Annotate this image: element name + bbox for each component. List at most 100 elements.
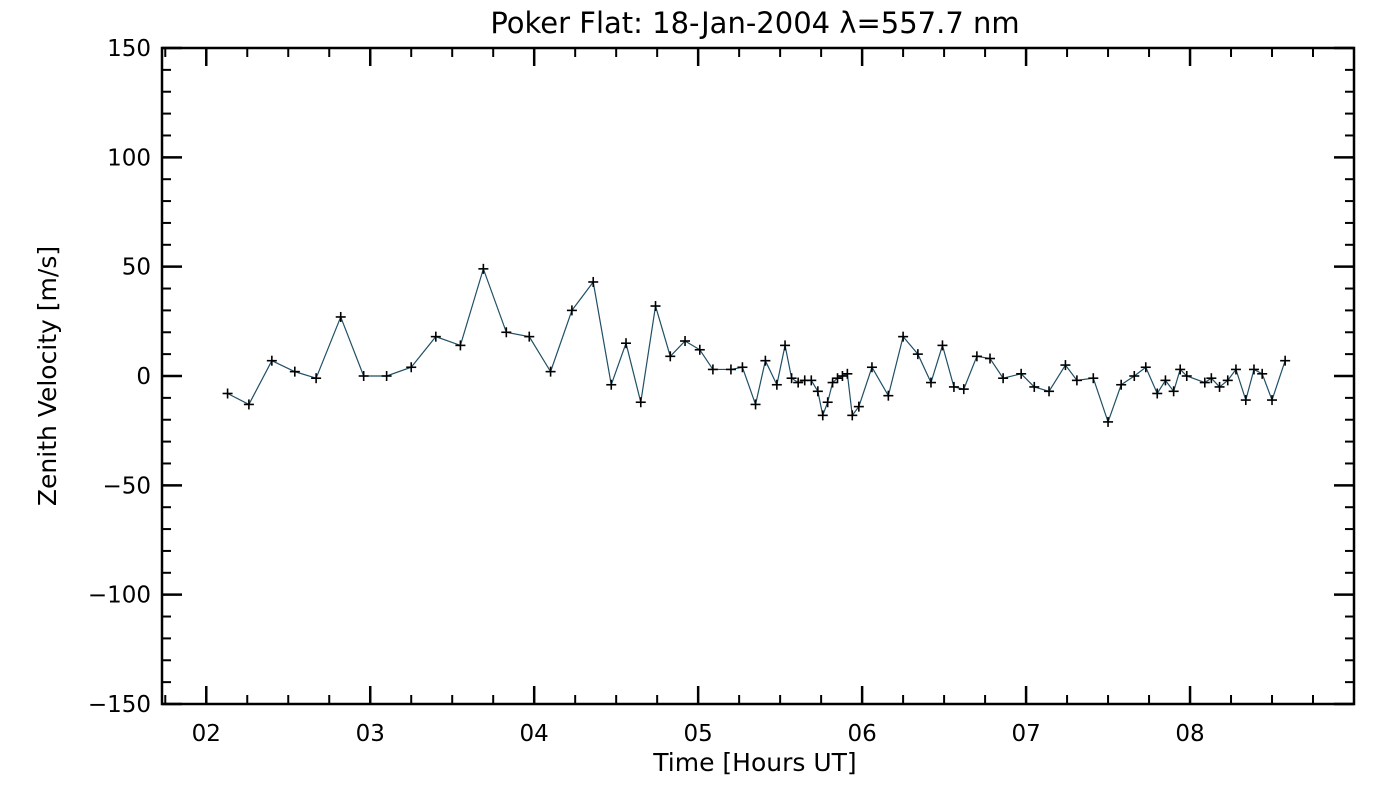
data-point-marker bbox=[606, 379, 617, 390]
x-axis-label: Time [Hours UT] bbox=[652, 748, 856, 777]
data-point-marker bbox=[358, 371, 369, 381]
data-point-marker bbox=[1116, 379, 1127, 390]
data-point-marker bbox=[958, 384, 969, 395]
x-tick-label: 04 bbox=[520, 721, 549, 747]
data-point-marker bbox=[1175, 364, 1186, 375]
data-point-marker bbox=[650, 301, 661, 312]
data-point-marker bbox=[837, 371, 848, 381]
x-tick-label: 06 bbox=[847, 721, 876, 747]
data-point-marker bbox=[1016, 368, 1027, 379]
data-point-marker bbox=[827, 377, 838, 388]
data-point-marker bbox=[1103, 416, 1114, 427]
x-tick-label: 02 bbox=[192, 721, 221, 747]
data-point-marker bbox=[1248, 364, 1259, 375]
y-tick-label: 150 bbox=[107, 36, 151, 62]
data-point-marker bbox=[725, 364, 736, 375]
data-point-marker bbox=[1088, 373, 1099, 384]
y-tick-label: −150 bbox=[88, 692, 151, 718]
data-point-marker bbox=[750, 399, 761, 410]
data-point-marker bbox=[737, 362, 748, 373]
major-ticks bbox=[162, 46, 1354, 706]
data-point-marker bbox=[1168, 386, 1179, 397]
data-point-marker bbox=[455, 340, 466, 351]
data-point-marker bbox=[635, 397, 646, 408]
plot-frame bbox=[160, 46, 1356, 706]
data-point-marker bbox=[806, 375, 817, 386]
data-point-marker bbox=[883, 390, 894, 401]
data-point-marker bbox=[898, 331, 909, 342]
data-point-marker bbox=[937, 340, 948, 351]
data-point-marker bbox=[832, 373, 843, 384]
chart-title: Poker Flat: 18-Jan-2004 λ=557.7 nm bbox=[490, 6, 1019, 40]
data-point-marker bbox=[289, 366, 300, 377]
data-point-marker bbox=[1214, 381, 1225, 392]
data-point-marker bbox=[948, 381, 959, 392]
data-point-marker bbox=[1257, 368, 1268, 379]
data-point-marker bbox=[1222, 375, 1233, 386]
series-line bbox=[227, 266, 1286, 424]
y-tick-label: 50 bbox=[122, 255, 151, 281]
data-point-marker bbox=[1129, 371, 1140, 381]
x-tick-label: 03 bbox=[356, 721, 385, 747]
data-point-marker bbox=[430, 331, 441, 342]
data-point-marker bbox=[665, 351, 676, 362]
data-point-marker bbox=[1267, 395, 1278, 406]
data-point-marker bbox=[524, 331, 535, 342]
x-tick-label: 07 bbox=[1011, 721, 1040, 747]
data-point-marker bbox=[381, 371, 392, 381]
data-point-marker bbox=[1071, 375, 1082, 386]
data-point-marker bbox=[853, 401, 864, 412]
data-point-marker bbox=[1060, 360, 1071, 371]
data-point-marker bbox=[1181, 371, 1192, 381]
data-point-marker bbox=[478, 263, 489, 274]
data-point-marker bbox=[707, 364, 718, 375]
data-point-marker bbox=[780, 340, 791, 351]
tick-labels: 02 03 04 05 06 07 08 150 100 50 0 −50 −100 −150 bbox=[88, 36, 1205, 747]
data-point-marker bbox=[842, 368, 853, 379]
data-point-marker bbox=[971, 351, 982, 362]
data-point-marker bbox=[760, 355, 771, 366]
y-tick-label: 100 bbox=[107, 145, 151, 171]
data-point-marker bbox=[1140, 362, 1151, 373]
data-point-marker bbox=[545, 366, 556, 377]
data-point-marker bbox=[1240, 395, 1251, 406]
minor-ticks bbox=[162, 48, 1355, 704]
markers bbox=[222, 263, 1291, 427]
data-point-marker bbox=[406, 362, 417, 373]
data-point-marker bbox=[311, 373, 322, 384]
data-point-marker bbox=[1230, 364, 1241, 375]
data-point-marker bbox=[771, 379, 782, 390]
data-point-marker bbox=[1029, 381, 1040, 392]
y-tick-label: −50 bbox=[102, 473, 151, 499]
data-point-marker bbox=[335, 311, 346, 322]
y-axis-label: Zenith Velocity [m/s] bbox=[33, 246, 62, 506]
data-point-marker bbox=[822, 397, 833, 408]
x-tick-label: 08 bbox=[1175, 721, 1204, 747]
data-point-marker bbox=[566, 305, 577, 316]
data-point-marker bbox=[1280, 355, 1291, 366]
data-point-marker bbox=[1044, 386, 1055, 397]
data-point-marker bbox=[793, 377, 804, 388]
data-point-marker bbox=[912, 349, 923, 360]
data-point-marker bbox=[1206, 373, 1217, 384]
data-point-marker bbox=[694, 344, 705, 355]
data-point-marker bbox=[998, 373, 1009, 384]
data-point-marker bbox=[680, 336, 691, 347]
data-point-marker bbox=[266, 355, 277, 366]
data-point-marker bbox=[222, 388, 233, 399]
data-point-marker bbox=[985, 353, 996, 364]
data-point-marker bbox=[812, 386, 823, 397]
data-point-marker bbox=[588, 276, 599, 287]
data-point-marker bbox=[1199, 377, 1210, 388]
data-point-marker bbox=[925, 377, 936, 388]
data-point-marker bbox=[847, 410, 858, 421]
x-tick-label: 05 bbox=[684, 721, 713, 747]
y-tick-label: −100 bbox=[88, 583, 151, 609]
data-point-marker bbox=[1160, 375, 1171, 386]
data-point-marker bbox=[243, 399, 254, 410]
y-tick-label: 0 bbox=[136, 364, 151, 390]
data-point-marker bbox=[817, 410, 828, 421]
data-point-marker bbox=[501, 327, 512, 338]
data-point-marker bbox=[621, 338, 632, 349]
